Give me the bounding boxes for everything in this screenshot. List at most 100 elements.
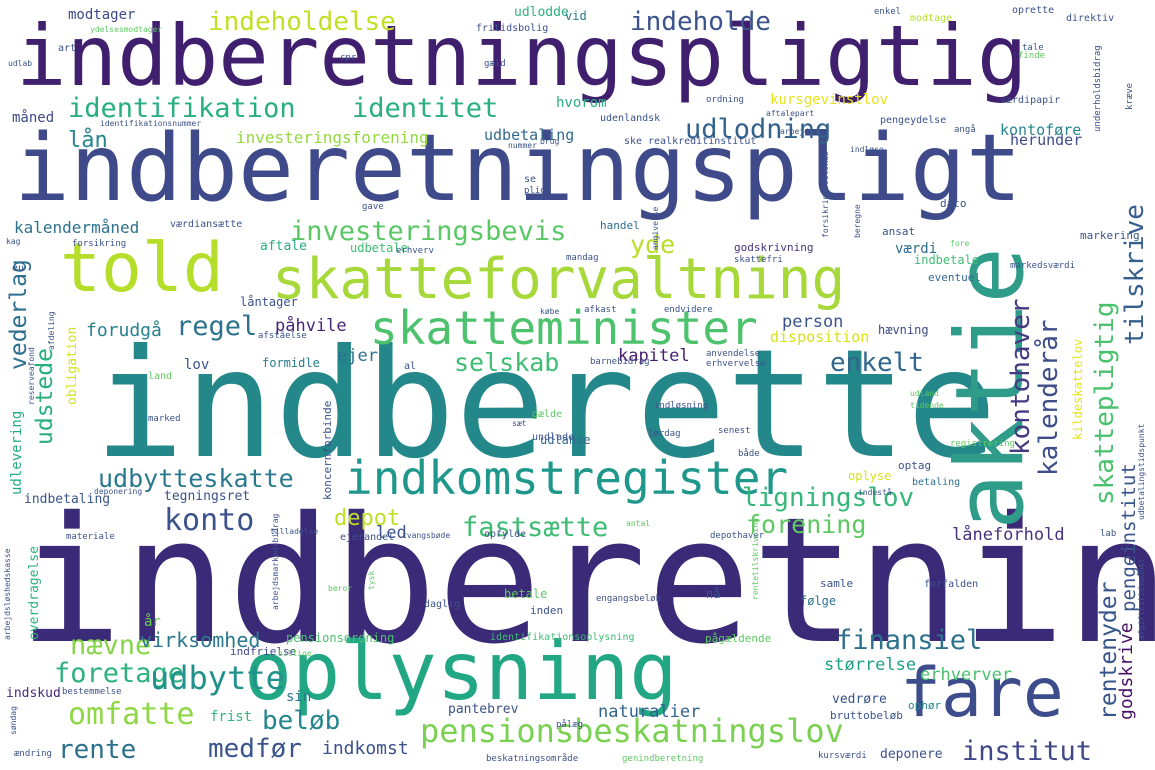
word-formidle: formidle	[262, 356, 320, 370]
word-ligningslov: ligningslov	[742, 483, 915, 513]
word-tegningsret: tegningsret	[164, 489, 251, 504]
word-ejerandel: ejerandel	[340, 532, 395, 543]
word-regel: regel	[176, 311, 258, 342]
word-koncernforbinde: koncernforbinde	[321, 400, 334, 500]
word-tidende: tidende	[910, 401, 944, 410]
word-fare: fare	[900, 654, 1064, 733]
word-vaerdi: værdi	[895, 241, 938, 257]
word-depot: depot	[334, 506, 401, 531]
word-naa: nå	[706, 587, 721, 601]
word-identitet: identitet	[352, 93, 499, 124]
word-led: led	[376, 523, 407, 543]
word-foretage: foretage	[54, 658, 185, 689]
word-finde: finde	[1018, 51, 1046, 61]
word-virksomhed: virksomhed	[140, 628, 261, 652]
word-indeholde: indeholde	[630, 7, 771, 37]
word-beror: beror	[328, 584, 353, 593]
word-kursgevinstlov: kursgevinstlov	[770, 92, 889, 108]
word-ansat: ansat	[882, 225, 916, 238]
word-skatteminister: skatteminister	[370, 301, 758, 355]
word-laerdag: lørdag	[648, 429, 681, 439]
word-aar: år	[144, 614, 161, 630]
word-faelge: følge	[800, 594, 837, 608]
word-enkelt: enkelt	[830, 348, 924, 378]
word-fastsaette: fastsætte	[462, 512, 609, 543]
word-ophoer: ophør	[908, 699, 942, 712]
word-mandag: mandag	[566, 253, 599, 263]
word-inden: inden	[530, 604, 564, 617]
word-endvidere: endvidere	[664, 305, 713, 315]
word-beskatningsomraade: beskatningsområde	[486, 754, 579, 764]
word-ejer: ejer	[337, 346, 378, 366]
word-indfrielse: indfrielse	[230, 645, 297, 658]
word-indeholdelse: indeholdelse	[208, 7, 396, 37]
word-barnebidrag: barnebidrag	[590, 357, 650, 367]
word-ydelsesmodtager: ydelsesmodtager	[90, 25, 163, 34]
word-se: se	[524, 174, 537, 185]
word-forening: forening	[746, 510, 867, 539]
word-marked: marked	[148, 414, 181, 424]
word-arbejdsloeshedskasse: arbejdsløshedskasse	[3, 548, 12, 640]
word-gave: gave	[362, 202, 384, 212]
word-pantebrev: pantebrev	[448, 702, 519, 717]
word-stoerrelse: størrelse	[824, 655, 917, 675]
word-skattefri: skattefri	[734, 255, 783, 265]
word-billige: billige	[278, 649, 312, 658]
word-laan: lån	[68, 128, 108, 153]
word-kalendermaaned: kalendermåned	[14, 218, 140, 237]
word-beloeb: beløb	[262, 706, 341, 736]
word-forsikringsselskab: forsikringsselskab	[821, 151, 830, 238]
word-indloesning: indløsning	[654, 401, 709, 411]
word-genindberetning: genindberetning	[622, 754, 704, 764]
word-forfalden: forfalden	[924, 579, 979, 590]
word-arbejdsmarkedsbidrag: arbejdsmarkedsbidrag	[271, 513, 280, 610]
word-ske: ske	[624, 136, 643, 147]
word-frist: frist	[210, 709, 253, 725]
word-aendring: ændring	[14, 749, 52, 759]
word-udlab: udlab	[8, 59, 33, 68]
word-tysk: tysk	[367, 570, 376, 590]
word-indbetale: indbetale	[914, 253, 980, 267]
word-land: land	[148, 371, 173, 382]
word-kildeskattelov: kildeskattelov	[1071, 338, 1085, 440]
word-paahvile: påhvile	[275, 316, 347, 336]
word-lab: lab	[1100, 529, 1117, 539]
word-kalenderaar: kalenderår	[1034, 319, 1064, 476]
word-kontohaver: kontohaver	[1006, 298, 1036, 455]
word-betaling: betaling	[912, 477, 961, 488]
word-laaneforhold: låneforhold	[952, 525, 1065, 545]
word-udstede: udstede	[32, 348, 58, 445]
word-afdeling: afdeling	[47, 311, 56, 350]
word-finansiel: finansiel	[836, 625, 983, 656]
word-indberette: indberette	[94, 318, 998, 492]
word-sandag: søndag	[9, 706, 18, 735]
word-afstaaelse: afståelse	[258, 331, 307, 341]
word-disposition: disposition	[770, 328, 870, 346]
word-cpr: cpr	[340, 53, 357, 63]
word-institut: institut	[962, 736, 1093, 767]
word-koebe: købe	[540, 307, 560, 316]
word-udenlandsk: udenlandsk	[600, 113, 661, 124]
word-antal: antal	[626, 519, 651, 528]
word-maaned: måned	[12, 110, 55, 126]
word-bruttobeloeb: bruttobeløb	[830, 709, 903, 722]
word-rente: rente	[58, 735, 137, 765]
word-investeringsforening: investeringsforening	[236, 128, 429, 147]
word-depothaver: depothaver	[710, 531, 765, 541]
word-aftalepart: aftalepart	[766, 109, 815, 118]
word-art: art	[58, 43, 77, 54]
word-pensionsbeskatningslov: pensionsbeskatningslov	[420, 712, 844, 750]
word-godskrive: godskrive	[1116, 622, 1137, 720]
word-udbetale: udbetale	[350, 241, 408, 255]
word-indskud: indskud	[6, 686, 61, 701]
word-afgiftsstidspunkt: afgiftsstidspunkt	[1137, 558, 1146, 640]
word-reserveafond: reserveafond	[27, 347, 36, 405]
word-optag: optag	[898, 459, 932, 472]
word-erhverv: erhverv	[396, 246, 434, 256]
word-fore: fore	[950, 239, 970, 248]
word-indbetaling: indbetaling	[24, 492, 111, 507]
word-oplyse: oplyse	[848, 469, 892, 483]
word-markedsvaerdi: markedsværdi	[1010, 261, 1076, 271]
word-nummer: nummer	[508, 141, 537, 150]
